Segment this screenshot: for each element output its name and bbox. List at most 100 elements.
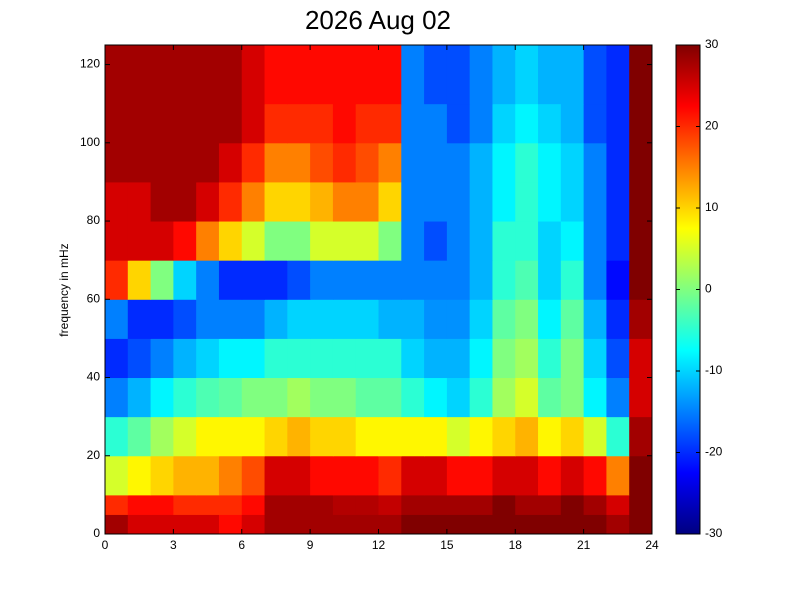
heatmap-cell [355, 181, 379, 222]
heatmap-cell [264, 45, 288, 105]
heatmap-cell [606, 338, 630, 379]
heatmap-cell [310, 377, 334, 418]
heatmap-cell [218, 455, 243, 496]
heatmap-cell [218, 514, 243, 535]
heatmap-cell [332, 494, 357, 515]
heatmap-cell [469, 455, 493, 496]
heatmap-cell [492, 260, 516, 300]
heatmap-cell [287, 514, 311, 535]
heatmap-cell [127, 45, 152, 105]
heatmap-cell [218, 377, 243, 418]
heatmap-cell [264, 338, 288, 379]
heatmap-cell [355, 45, 379, 105]
heatmap-cell [378, 494, 402, 515]
heatmap-cell [515, 142, 539, 183]
heatmap-cell [355, 299, 379, 339]
heatmap-cell [469, 377, 493, 418]
heatmap-cell [218, 260, 243, 300]
heatmap-cell [560, 181, 585, 222]
heatmap-cell [150, 455, 174, 496]
heatmap-cell [424, 338, 448, 379]
heatmap-cell [264, 103, 288, 144]
x-tick-label: 12 [372, 538, 386, 552]
heatmap-cell [332, 181, 357, 222]
heatmap-cell [424, 377, 448, 418]
heatmap-cell [401, 377, 425, 418]
heatmap-cell [446, 260, 471, 300]
heatmap-cell [583, 103, 607, 144]
heatmap-cell [355, 494, 379, 515]
heatmap-cell [105, 494, 129, 515]
heatmap-cell [310, 494, 334, 515]
colorbar-tick-label: 10 [705, 200, 719, 214]
heatmap-cell [355, 377, 379, 418]
heatmap-cell [401, 416, 425, 457]
heatmap-cell [492, 514, 516, 535]
chart-title: 2026 Aug 02 [305, 5, 451, 35]
heatmap-cell [515, 221, 539, 261]
heatmap-cell [310, 299, 334, 339]
heatmap-cell [264, 142, 288, 183]
heatmap-cell [606, 514, 630, 535]
colorbar-tick-label: 30 [705, 37, 719, 51]
heatmap-cell [218, 416, 243, 457]
heatmap-cell [560, 103, 585, 144]
heatmap-cell [469, 181, 493, 222]
heatmap-cell [310, 221, 334, 261]
heatmap-cell [560, 514, 585, 535]
heatmap-cell [401, 514, 425, 535]
heatmap-cell [355, 221, 379, 261]
heatmap-cell [583, 494, 607, 515]
heatmap-cell [492, 181, 516, 222]
heatmap-cell [583, 299, 607, 339]
heatmap-cell [629, 514, 653, 535]
heatmap-cell [538, 221, 562, 261]
heatmap-cell [173, 103, 197, 144]
heatmap-cell [469, 416, 493, 457]
heatmap-cell [401, 142, 425, 183]
heatmap-cell [424, 416, 448, 457]
heatmap-cell [629, 299, 653, 339]
heatmap-cell [606, 494, 630, 515]
heatmap-cell [401, 455, 425, 496]
heatmap-cell [105, 416, 129, 457]
heatmap-cell [515, 494, 539, 515]
heatmap-cell [150, 514, 174, 535]
heatmap-cell [629, 260, 653, 300]
heatmap-cell [241, 338, 266, 379]
heatmap-cell [173, 260, 197, 300]
heatmap-cell [446, 45, 471, 105]
y-tick-label: 60 [87, 291, 101, 305]
heatmap-cell [310, 416, 334, 457]
heatmap-cell [378, 103, 402, 144]
heatmap-cell [424, 514, 448, 535]
heatmap-cell [310, 260, 334, 300]
heatmap-cell [264, 377, 288, 418]
heatmap-cell [629, 455, 653, 496]
heatmap-cell [310, 45, 334, 105]
heatmap-cell [583, 45, 607, 105]
heatmap-cell [469, 260, 493, 300]
heatmap-cell [492, 221, 516, 261]
heatmap-cell [424, 181, 448, 222]
heatmap-cell [127, 416, 152, 457]
heatmap-cell [446, 494, 471, 515]
heatmap-cell [264, 260, 288, 300]
heatmap-cell [515, 514, 539, 535]
heatmap-cell [606, 455, 630, 496]
x-tick-label: 9 [307, 538, 314, 552]
heatmap-cell [629, 416, 653, 457]
heatmap-cell [446, 514, 471, 535]
heatmap-cell [492, 103, 516, 144]
heatmap-cell [196, 142, 220, 183]
heatmap-cell [332, 455, 357, 496]
heatmap-cell [127, 181, 152, 222]
heatmap-cell [378, 260, 402, 300]
heatmap-cell [150, 181, 174, 222]
heatmap-cell [538, 299, 562, 339]
heatmap-cell [629, 377, 653, 418]
heatmap-cell [218, 221, 243, 261]
colorbar-tick-label: 0 [705, 282, 712, 296]
heatmap-cell [355, 416, 379, 457]
